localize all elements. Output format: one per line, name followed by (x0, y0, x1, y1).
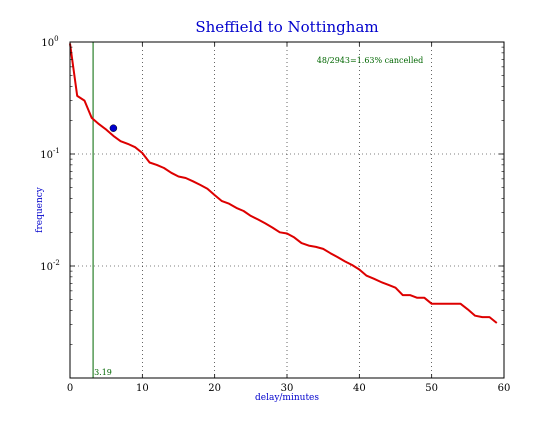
x-tick-label: 50 (425, 383, 438, 394)
y-tick-label: 10-1 (40, 147, 60, 161)
plot-frame (69, 41, 505, 379)
x-tick-label: 40 (353, 383, 366, 394)
chart-title: Sheffield to Nottingham (195, 18, 378, 36)
x-tick-label: 20 (208, 383, 221, 394)
y-tick-label: 100 (41, 35, 58, 49)
mean-delay-label: 3.19 (94, 368, 112, 377)
frequency-series-line (69, 43, 498, 324)
x-axis-label: delay/minutes (255, 393, 319, 403)
x-tick-label: 0 (67, 383, 73, 394)
y-axis-label: frequency (35, 186, 45, 233)
highlight-point (109, 124, 118, 132)
y-tick-label: 10-2 (40, 259, 60, 273)
plot-area: 3.19 (69, 42, 498, 378)
x-tick-label: 10 (136, 383, 149, 394)
x-tick-label: 30 (281, 383, 294, 394)
cancellation-annotation: 48/2943=1.63% cancelled (317, 56, 423, 65)
x-tick-label: 60 (498, 383, 511, 394)
